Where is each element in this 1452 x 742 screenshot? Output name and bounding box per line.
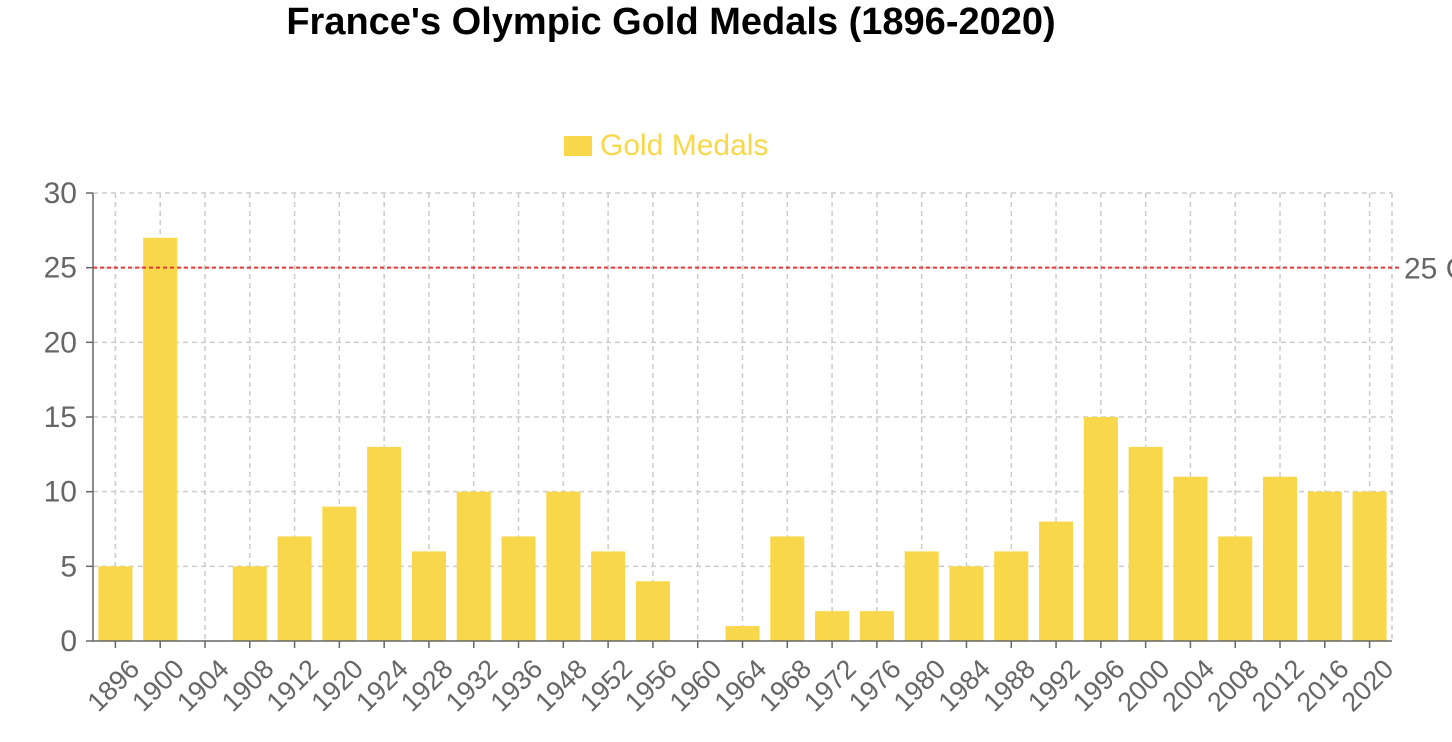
bar-layer <box>98 237 1387 642</box>
bar-1964 <box>725 626 760 641</box>
bar-1912 <box>277 536 312 641</box>
bar-1936 <box>501 536 536 641</box>
bar-2012 <box>1262 476 1298 641</box>
bar-2016 <box>1307 491 1342 641</box>
bar-2020 <box>1352 491 1387 641</box>
bar-1972 <box>815 611 850 641</box>
legend[interactable]: Gold Medals <box>564 129 768 163</box>
bar-1932 <box>456 491 491 641</box>
y-tick-label: 5 <box>60 550 77 583</box>
bar-1992 <box>1039 521 1074 641</box>
bar-1920 <box>322 506 357 641</box>
legend-label-gold-medals: Gold Medals <box>600 129 769 162</box>
reference-line-label: 25 G <box>1404 253 1452 286</box>
bar-1896 <box>98 566 133 641</box>
legend-swatch <box>564 136 592 156</box>
y-tick-label: 30 <box>44 177 77 210</box>
bar-1996 <box>1083 417 1118 641</box>
reference-line-layer: 25 G <box>93 253 1452 286</box>
bar-2000 <box>1128 446 1163 641</box>
y-tick-label: 10 <box>44 476 77 509</box>
bar-1924 <box>367 446 402 641</box>
bar-2004 <box>1173 476 1208 641</box>
bar-1908 <box>232 566 267 641</box>
y-tick-label: 25 <box>44 252 77 285</box>
bar-1900 <box>143 237 178 642</box>
chart-title: France's Olympic Gold Medals (1896-2020) <box>286 1 1056 43</box>
y-tick-label: 0 <box>60 625 77 658</box>
bar-1952 <box>591 551 626 641</box>
bar-1976 <box>859 611 894 641</box>
bar-1980 <box>904 551 939 641</box>
bar-1968 <box>770 536 805 641</box>
bar-1988 <box>994 551 1029 641</box>
y-tick-label: 15 <box>44 401 77 434</box>
bar-1928 <box>411 551 446 641</box>
bar-1956 <box>635 581 670 641</box>
bar-1984 <box>949 566 984 641</box>
y-tick-label: 20 <box>44 326 77 359</box>
x-tick-label: 2020 <box>1336 654 1400 718</box>
bar-2008 <box>1218 536 1253 641</box>
bar-1948 <box>546 491 581 641</box>
